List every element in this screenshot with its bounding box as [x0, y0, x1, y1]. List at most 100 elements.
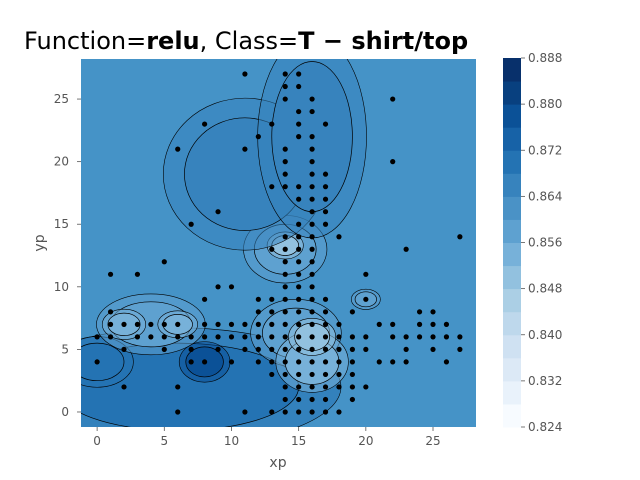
data-point [322, 221, 329, 227]
data-point [134, 321, 141, 327]
data-point [269, 309, 275, 315]
y-tick-label: 20 [54, 155, 69, 169]
data-point [161, 321, 167, 327]
data-point [309, 146, 315, 152]
data-point [309, 321, 315, 327]
data-point [309, 409, 315, 415]
data-point [457, 346, 463, 352]
data-point [282, 71, 288, 77]
colorbar-segment [503, 127, 521, 151]
data-point [107, 334, 114, 340]
colorbar-segment [503, 104, 521, 128]
data-point [269, 359, 275, 365]
colorbar-segment [503, 288, 521, 313]
data-point [161, 334, 167, 340]
contour-region [81, 342, 125, 382]
title-prefix: Function= [24, 27, 146, 55]
data-point [390, 96, 396, 102]
data-point [296, 371, 302, 378]
colorbar-tick-label: 0.864 [528, 189, 562, 203]
data-point [309, 171, 315, 177]
data-point [322, 296, 329, 302]
data-point [363, 271, 369, 277]
data-point [349, 346, 355, 352]
data-point [416, 321, 423, 327]
data-point [349, 371, 355, 378]
data-point [188, 334, 194, 340]
plot-area [81, 59, 476, 427]
data-point [282, 396, 288, 403]
data-point [121, 346, 127, 352]
data-point [296, 108, 302, 115]
data-point [215, 209, 221, 215]
data-point [161, 259, 167, 265]
y-tick-label: 5 [61, 342, 69, 356]
data-point [363, 384, 369, 390]
data-point [403, 334, 409, 340]
colorbar-segment [503, 81, 521, 105]
data-point [336, 384, 342, 390]
data-point [282, 359, 288, 365]
y-tick-label: 10 [54, 280, 69, 294]
data-point [416, 309, 423, 315]
x-axis-label: xp [269, 455, 286, 471]
colorbar-segment [503, 219, 521, 243]
data-point [309, 334, 315, 340]
colorbar-segment [503, 58, 521, 82]
data-point [202, 296, 208, 302]
data-point [322, 334, 329, 340]
data-point [296, 134, 302, 140]
y-tick-label: 15 [54, 217, 69, 231]
data-point [296, 83, 302, 90]
data-point [282, 409, 288, 415]
data-point [416, 334, 423, 340]
data-point [282, 96, 288, 102]
data-point [282, 259, 288, 265]
data-point [134, 334, 141, 340]
data-point [322, 121, 329, 127]
data-point [309, 296, 315, 302]
colorbar-ticks: 0.824 0.832 0.840 0.848 0.856 0.864 0.872 0.880… [521, 51, 562, 434]
data-point [242, 334, 248, 340]
data-point [403, 359, 409, 365]
data-point [215, 284, 221, 290]
data-point [255, 334, 261, 340]
data-point [296, 71, 302, 77]
data-points [94, 71, 463, 415]
data-point [430, 346, 436, 352]
data-point [309, 371, 315, 378]
data-point [322, 196, 329, 202]
data-point [296, 346, 302, 352]
data-point [322, 409, 329, 415]
data-point [121, 321, 127, 327]
data-point [443, 321, 450, 327]
colorbar-segment [503, 403, 521, 428]
data-point [282, 271, 288, 277]
data-point [296, 121, 302, 127]
data-point [269, 246, 275, 252]
colorbar-tick-label: 0.848 [528, 282, 562, 296]
data-point [282, 184, 288, 190]
data-point [309, 209, 315, 215]
data-point [443, 359, 450, 365]
data-point [228, 334, 235, 340]
x-tick-label: 25 [425, 434, 440, 448]
x-tick-label: 20 [358, 434, 373, 448]
data-point [175, 384, 181, 390]
x-tick-label: 5 [160, 434, 168, 448]
data-point [161, 346, 167, 352]
data-point [282, 296, 288, 302]
data-point [349, 384, 355, 390]
data-point [336, 321, 342, 327]
data-point [296, 221, 302, 227]
data-point [188, 346, 194, 352]
data-point [363, 346, 369, 352]
data-point [269, 346, 275, 352]
data-point [175, 321, 181, 327]
x-tick-label: 10 [224, 434, 239, 448]
data-point [107, 271, 114, 277]
data-point [309, 96, 315, 102]
data-point [403, 346, 409, 352]
data-point [242, 146, 248, 152]
data-point [363, 334, 369, 340]
